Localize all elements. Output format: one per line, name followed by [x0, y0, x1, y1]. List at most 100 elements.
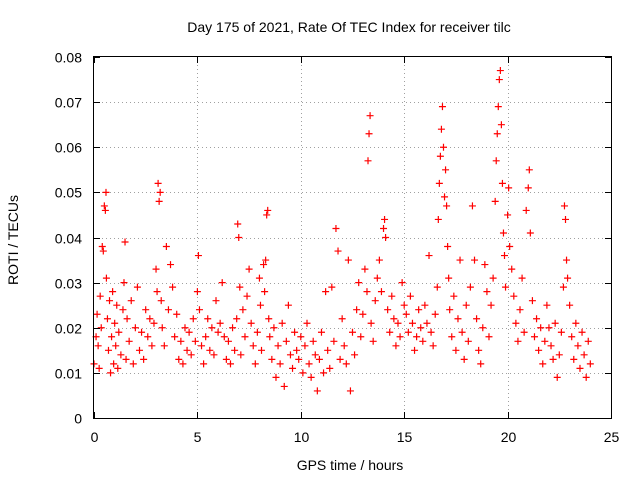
data-point [260, 261, 268, 269]
data-point [95, 364, 103, 372]
data-point [452, 346, 460, 354]
data-point [113, 301, 121, 309]
data-point [144, 333, 152, 341]
data-point [334, 247, 342, 255]
data-point [495, 76, 503, 84]
data-point [522, 206, 530, 214]
data-point [574, 342, 582, 350]
data-point [402, 310, 410, 318]
data-point [127, 297, 135, 305]
data-point [282, 337, 290, 345]
data-point [162, 243, 170, 251]
data-point [104, 346, 112, 354]
data-point [183, 346, 191, 354]
data-point [539, 360, 547, 368]
data-point [229, 324, 237, 332]
data-point [336, 355, 344, 363]
chart-title: Day 175 of 2021, Rate Of TEC Index for r… [187, 19, 510, 35]
data-point [121, 238, 129, 246]
data-points [90, 67, 594, 395]
data-point [366, 112, 374, 120]
data-point [179, 360, 187, 368]
data-point [200, 360, 208, 368]
data-point [153, 288, 161, 296]
data-point [404, 328, 412, 336]
data-point [119, 306, 127, 314]
data-point [516, 306, 524, 314]
data-point [224, 337, 232, 345]
data-point [498, 179, 506, 187]
data-point [307, 373, 315, 381]
data-point [504, 211, 512, 219]
data-point [431, 310, 439, 318]
data-point [156, 188, 164, 196]
data-point [265, 315, 273, 323]
data-point [99, 247, 107, 255]
data-point [394, 319, 402, 327]
data-point [164, 306, 172, 314]
data-point [243, 292, 251, 300]
data-point [251, 360, 259, 368]
data-point [234, 220, 242, 228]
data-point [332, 224, 340, 232]
data-point [102, 274, 110, 282]
data-point [384, 306, 392, 314]
data-point [191, 337, 199, 345]
data-point [466, 283, 474, 291]
data-point [258, 346, 266, 354]
data-point [543, 301, 551, 309]
data-point [158, 324, 166, 332]
data-point [388, 292, 396, 300]
data-point [167, 261, 175, 269]
data-point [322, 288, 330, 296]
data-point [115, 328, 123, 336]
data-point [564, 274, 572, 282]
data-point [239, 306, 247, 314]
data-point [560, 202, 568, 210]
data-point [580, 351, 588, 359]
data-point [494, 103, 502, 111]
data-point [448, 333, 456, 341]
data-point [233, 315, 241, 323]
data-point [109, 288, 117, 296]
data-point [344, 256, 352, 264]
data-point [584, 337, 592, 345]
data-point [551, 319, 559, 327]
x-tick-label: 10 [294, 429, 310, 445]
data-point [497, 121, 505, 129]
data-point [408, 319, 416, 327]
data-point [270, 324, 278, 332]
data-point [541, 337, 549, 345]
data-point [489, 274, 497, 282]
data-point [220, 333, 228, 341]
data-point [291, 328, 299, 336]
data-point [346, 387, 354, 395]
data-point [572, 319, 580, 327]
data-point [355, 279, 363, 287]
data-point [425, 252, 433, 260]
y-tick-label: 0 [74, 411, 82, 427]
data-point [364, 157, 372, 165]
data-point [117, 351, 125, 359]
data-point [216, 319, 224, 327]
data-point [120, 279, 128, 287]
data-point [295, 355, 303, 363]
data-point [439, 143, 447, 151]
data-point [359, 310, 367, 318]
data-point [545, 324, 553, 332]
data-point [218, 279, 226, 287]
data-point [111, 319, 119, 327]
data-point [555, 351, 563, 359]
data-point [317, 328, 325, 336]
data-point [530, 333, 538, 341]
data-point [189, 315, 197, 323]
y-tick-label: 0.05 [55, 185, 82, 201]
data-point [411, 346, 419, 354]
data-point [293, 346, 301, 354]
data-point [508, 265, 516, 273]
data-point [154, 179, 162, 187]
data-point [423, 319, 431, 327]
x-tick-label: 20 [501, 429, 517, 445]
data-point [276, 360, 284, 368]
